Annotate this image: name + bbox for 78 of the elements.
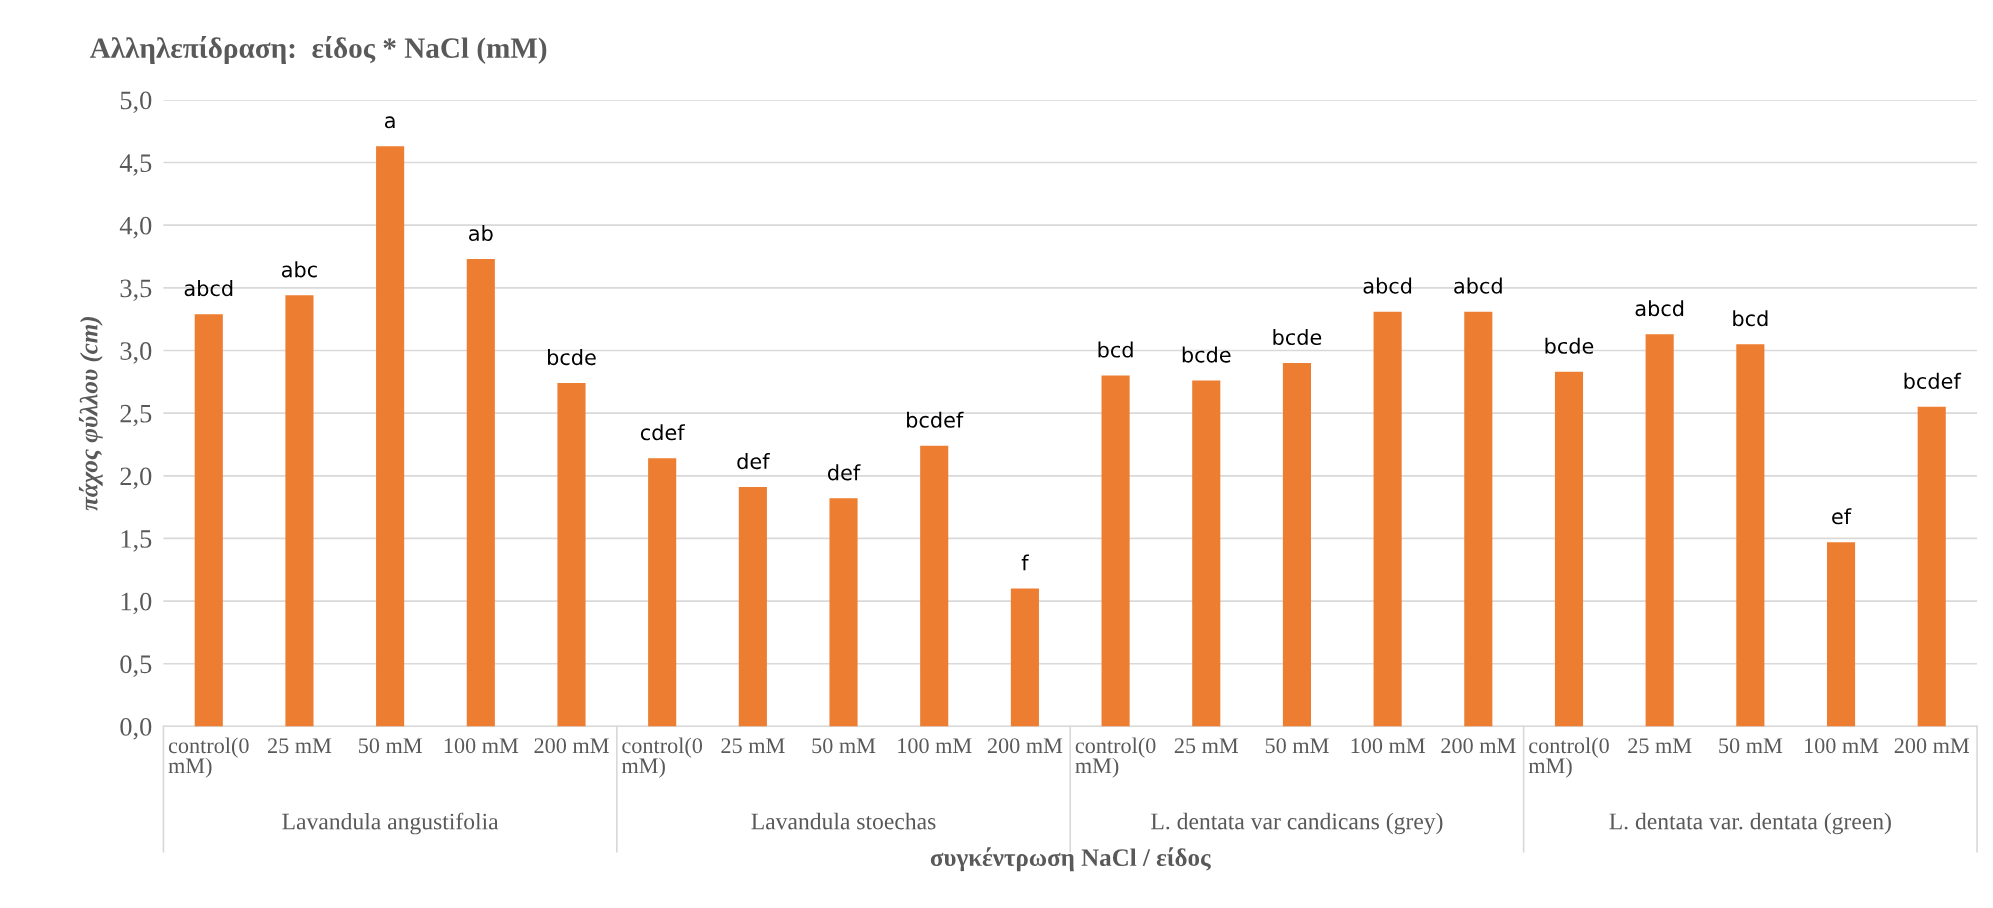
data-label: f [1021, 554, 1029, 571]
data-label: abcd [1635, 300, 1684, 317]
data-label: bcdef [907, 411, 964, 428]
bar [1917, 406, 1946, 727]
y-tick-label: 4,0 [119, 216, 152, 239]
data-label: bcde [1545, 337, 1594, 354]
bar [285, 295, 314, 727]
x-tick-label: control(0 mM) [168, 737, 249, 778]
x-tick-label: control(0 mM) [621, 737, 703, 778]
bar [738, 487, 767, 727]
bar [1736, 344, 1765, 727]
x-tick-label: 25 mM [721, 738, 785, 754]
bar [1826, 542, 1856, 727]
y-axis-title: πάχος φύλλου (cm) [78, 317, 103, 511]
data-label: bcd [1733, 310, 1768, 327]
x-tick-label: 200 mM [987, 738, 1063, 754]
x-tick-label: 50 mM [1265, 738, 1329, 754]
bar [194, 314, 223, 727]
text: Lavandula angustifolia [282, 812, 499, 835]
bar [920, 445, 949, 727]
bar [1554, 371, 1584, 727]
data-label: cdef [640, 424, 685, 441]
bar [1645, 334, 1674, 727]
text: L. dentata var candicans (grey) [1151, 812, 1443, 835]
bar [648, 458, 677, 727]
y-tick-label: 1,0 [121, 592, 152, 615]
x-tick-label: 50 mM [359, 738, 422, 754]
x-axis-title: συγκέντρωση NaCl / είδος [930, 847, 1211, 872]
data-label: bcde [1273, 328, 1322, 346]
x-tick-label: 25 mM [1174, 738, 1239, 754]
data-label: bcdef [1904, 372, 1962, 389]
bar [557, 383, 586, 727]
data-label: ef [1832, 508, 1852, 525]
x-tick-label: 100 mM [898, 738, 972, 754]
data-label: def [737, 453, 770, 470]
data-label: a [385, 116, 395, 129]
x-tick-label: 200 mM [534, 738, 609, 754]
bar [1192, 380, 1221, 727]
bar [829, 498, 858, 727]
y-tick-label: 0,0 [120, 718, 152, 740]
y-tick-label: 1,5 [121, 530, 152, 552]
data-label: def [828, 464, 861, 481]
data-label: abcd [1363, 277, 1412, 294]
bar [1101, 375, 1130, 727]
x-tick-label: 100 mM [1805, 738, 1879, 754]
y-tick-label: 2,5 [120, 404, 152, 427]
x-tick-label: 50 mM [1719, 738, 1783, 754]
x-tick-label: 25 mM [1628, 738, 1692, 754]
x-tick-label: control(0 mM) [1075, 737, 1156, 778]
data-label: ab [469, 224, 493, 242]
x-tick-label: 200 mM [1441, 738, 1516, 754]
bar [1010, 588, 1039, 727]
data-label: abcd [184, 280, 233, 297]
bar [466, 259, 495, 727]
bar [1373, 311, 1402, 727]
y-tick-label: 2,0 [120, 467, 152, 490]
x-tick-label: 100 mM [1351, 738, 1425, 754]
y-tick-label: 0,5 [120, 655, 152, 677]
y-tick-label: 3,0 [120, 342, 152, 364]
text: L. dentata var. dentata (green) [1609, 812, 1891, 835]
data-label: bcde [1182, 346, 1231, 363]
text: Lavandula stoechas [751, 812, 936, 830]
x-tick-label: 200 mM [1894, 738, 1970, 754]
data-label: bcde [548, 349, 596, 366]
y-tick-label: 3,5 [120, 279, 152, 302]
bar [1464, 311, 1493, 727]
y-tick-label: 5,0 [120, 91, 152, 114]
bar [1282, 363, 1311, 727]
x-tick-label: 25 mM [268, 738, 332, 754]
y-tick-label: 4,5 [119, 154, 152, 176]
data-label: abcd [1454, 277, 1502, 294]
chart-title: Αλληλεπίδραση: είδος * NaCl (mM) [89, 36, 547, 64]
data-label: bcd [1098, 341, 1133, 358]
x-tick-label: 100 mM [444, 738, 519, 754]
data-label: abc [281, 261, 317, 278]
x-tick-label: 50 mM [812, 738, 876, 754]
bar [376, 146, 405, 727]
x-tick-label: control(0 mM) [1528, 737, 1609, 778]
